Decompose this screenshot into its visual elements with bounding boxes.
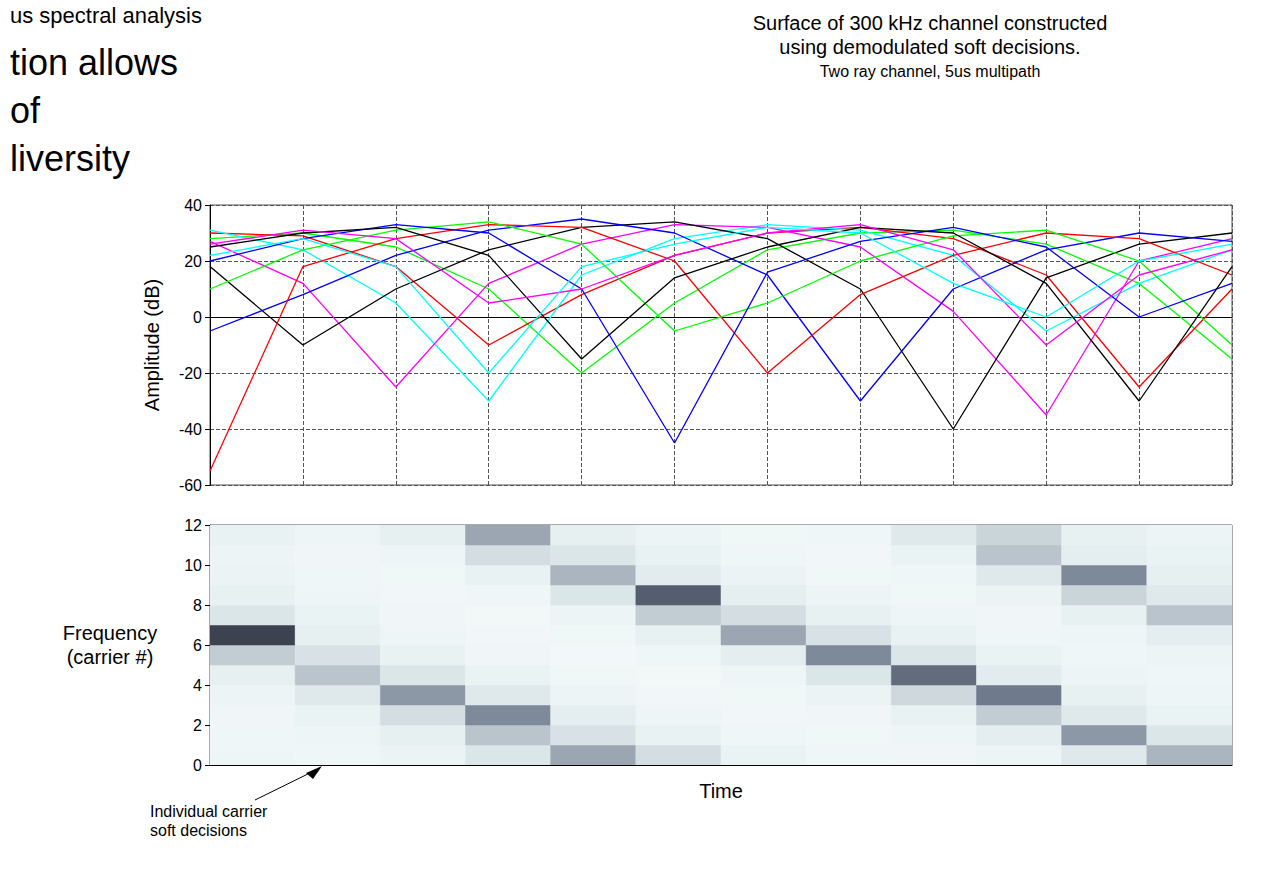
svg-text:-60: -60	[179, 477, 202, 494]
svg-text:tion allows: tion allows	[10, 42, 178, 83]
svg-text:Two ray channel, 5us multipath: Two ray channel, 5us multipath	[820, 63, 1041, 80]
svg-text:soft decisions: soft decisions	[150, 822, 247, 839]
svg-text:Frequency: Frequency	[63, 622, 158, 644]
svg-text:Surface of 300 kHz channel con: Surface of 300 kHz channel constructed	[753, 12, 1108, 34]
svg-text:12: 12	[184, 517, 202, 534]
svg-text:Amplitude (dB): Amplitude (dB)	[141, 279, 163, 411]
svg-text:using demodulated soft decisio: using demodulated soft decisions.	[779, 36, 1080, 58]
svg-text:Time: Time	[699, 780, 743, 802]
svg-text:2: 2	[193, 717, 202, 734]
svg-text:us spectral analysis: us spectral analysis	[10, 3, 202, 28]
svg-text:-20: -20	[179, 365, 202, 382]
svg-text:8: 8	[193, 597, 202, 614]
svg-text:0: 0	[193, 757, 202, 774]
svg-text:6: 6	[193, 637, 202, 654]
svg-text:10: 10	[184, 557, 202, 574]
svg-text:of: of	[10, 90, 41, 131]
svg-text:-40: -40	[179, 421, 202, 438]
svg-text:0: 0	[193, 309, 202, 326]
svg-text:20: 20	[184, 253, 202, 270]
svg-text:4: 4	[193, 677, 202, 694]
svg-text:liversity: liversity	[10, 138, 130, 179]
svg-text:(carrier #): (carrier #)	[67, 646, 154, 668]
svg-text:40: 40	[184, 197, 202, 214]
svg-text:Individual carrier: Individual carrier	[150, 803, 268, 820]
